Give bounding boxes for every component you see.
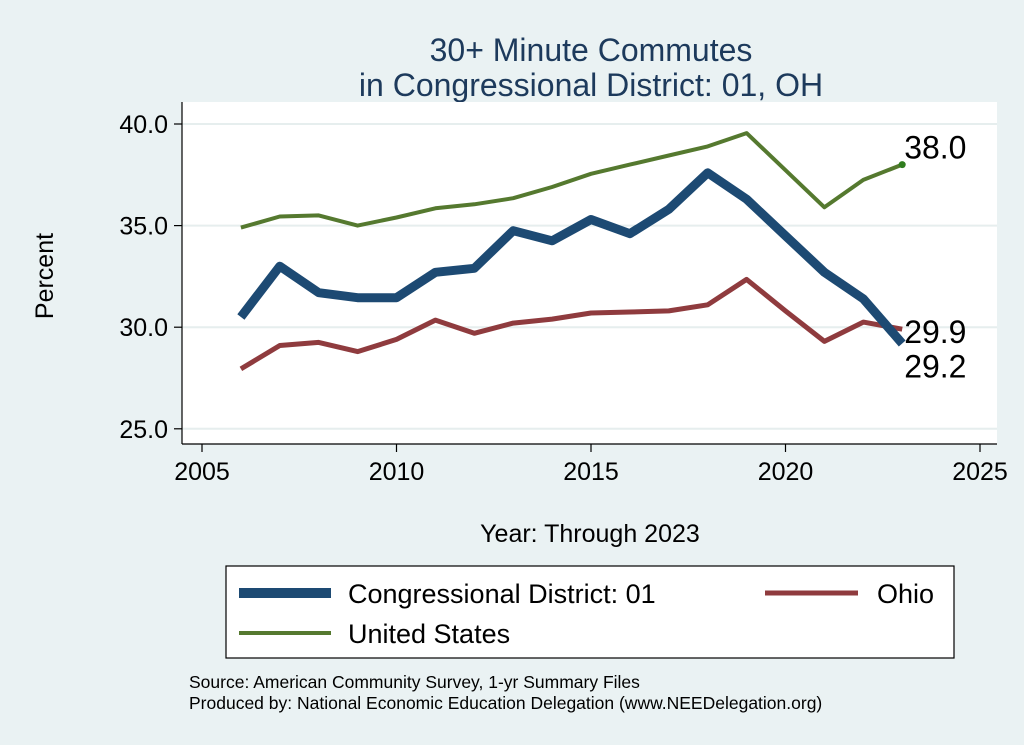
chart-title-line-1: 30+ Minute Commutes (430, 32, 753, 68)
end-label-district: 29.2 (904, 348, 966, 384)
y-tick-label: 40.0 (119, 111, 168, 139)
y-axis-label: Percent (31, 233, 59, 319)
y-tick-label: 25.0 (119, 416, 168, 444)
x-tick-label: 2025 (952, 458, 1008, 486)
plot-area (182, 102, 997, 444)
gridlines (182, 123, 997, 430)
legend-label-district: Congressional District: 01 (348, 579, 656, 609)
series-lines (237, 131, 906, 372)
y-tick-label: 35.0 (119, 213, 168, 241)
x-tick-label: 2020 (758, 458, 814, 486)
x-tick-label: 2005 (174, 458, 230, 486)
source-note: Source: American Community Survey, 1-yr … (189, 672, 640, 692)
x-axis-label: Year: Through 2023 (480, 520, 700, 548)
legend-box (225, 565, 955, 659)
legend-item-district: Congressional District: 01 (239, 579, 656, 609)
end-label-us: 38.0 (904, 130, 966, 166)
end-label-ohio: 29.9 (904, 314, 966, 350)
series-line-district (237, 168, 906, 347)
legend-label-ohio: Ohio (877, 579, 934, 609)
chart-title-line-2: in Congressional District: 01, OH (359, 67, 823, 103)
axes (181, 102, 997, 445)
series-line-us (240, 131, 903, 230)
end-marker-us (898, 161, 906, 169)
legend-label-us: United States (348, 619, 510, 649)
y-ticks: 25.0 30.0 35.0 40.0 (119, 111, 182, 444)
series-line-ohio (239, 276, 903, 372)
x-ticks: 2005 2010 2015 2020 2025 (174, 444, 1008, 486)
end-labels: 38.0 29.929.2 (904, 130, 966, 385)
x-tick-label: 2015 (563, 458, 619, 486)
legend-item-us: United States (239, 619, 510, 649)
produced-by-note: Produced by: National Economic Education… (189, 693, 822, 713)
y-tick-label: 30.0 (119, 314, 168, 342)
x-tick-label: 2010 (369, 458, 425, 486)
legend-item-ohio: Ohio (765, 579, 934, 609)
